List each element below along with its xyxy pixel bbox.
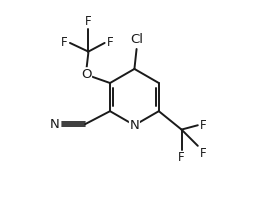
Text: F: F [107, 36, 114, 49]
Text: F: F [61, 36, 68, 49]
Text: F: F [200, 147, 207, 160]
Text: F: F [85, 15, 92, 28]
Text: N: N [50, 118, 60, 131]
Text: F: F [178, 151, 185, 164]
Text: Cl: Cl [130, 33, 143, 46]
Text: N: N [130, 119, 139, 132]
Text: F: F [200, 119, 207, 132]
Text: O: O [81, 68, 91, 81]
